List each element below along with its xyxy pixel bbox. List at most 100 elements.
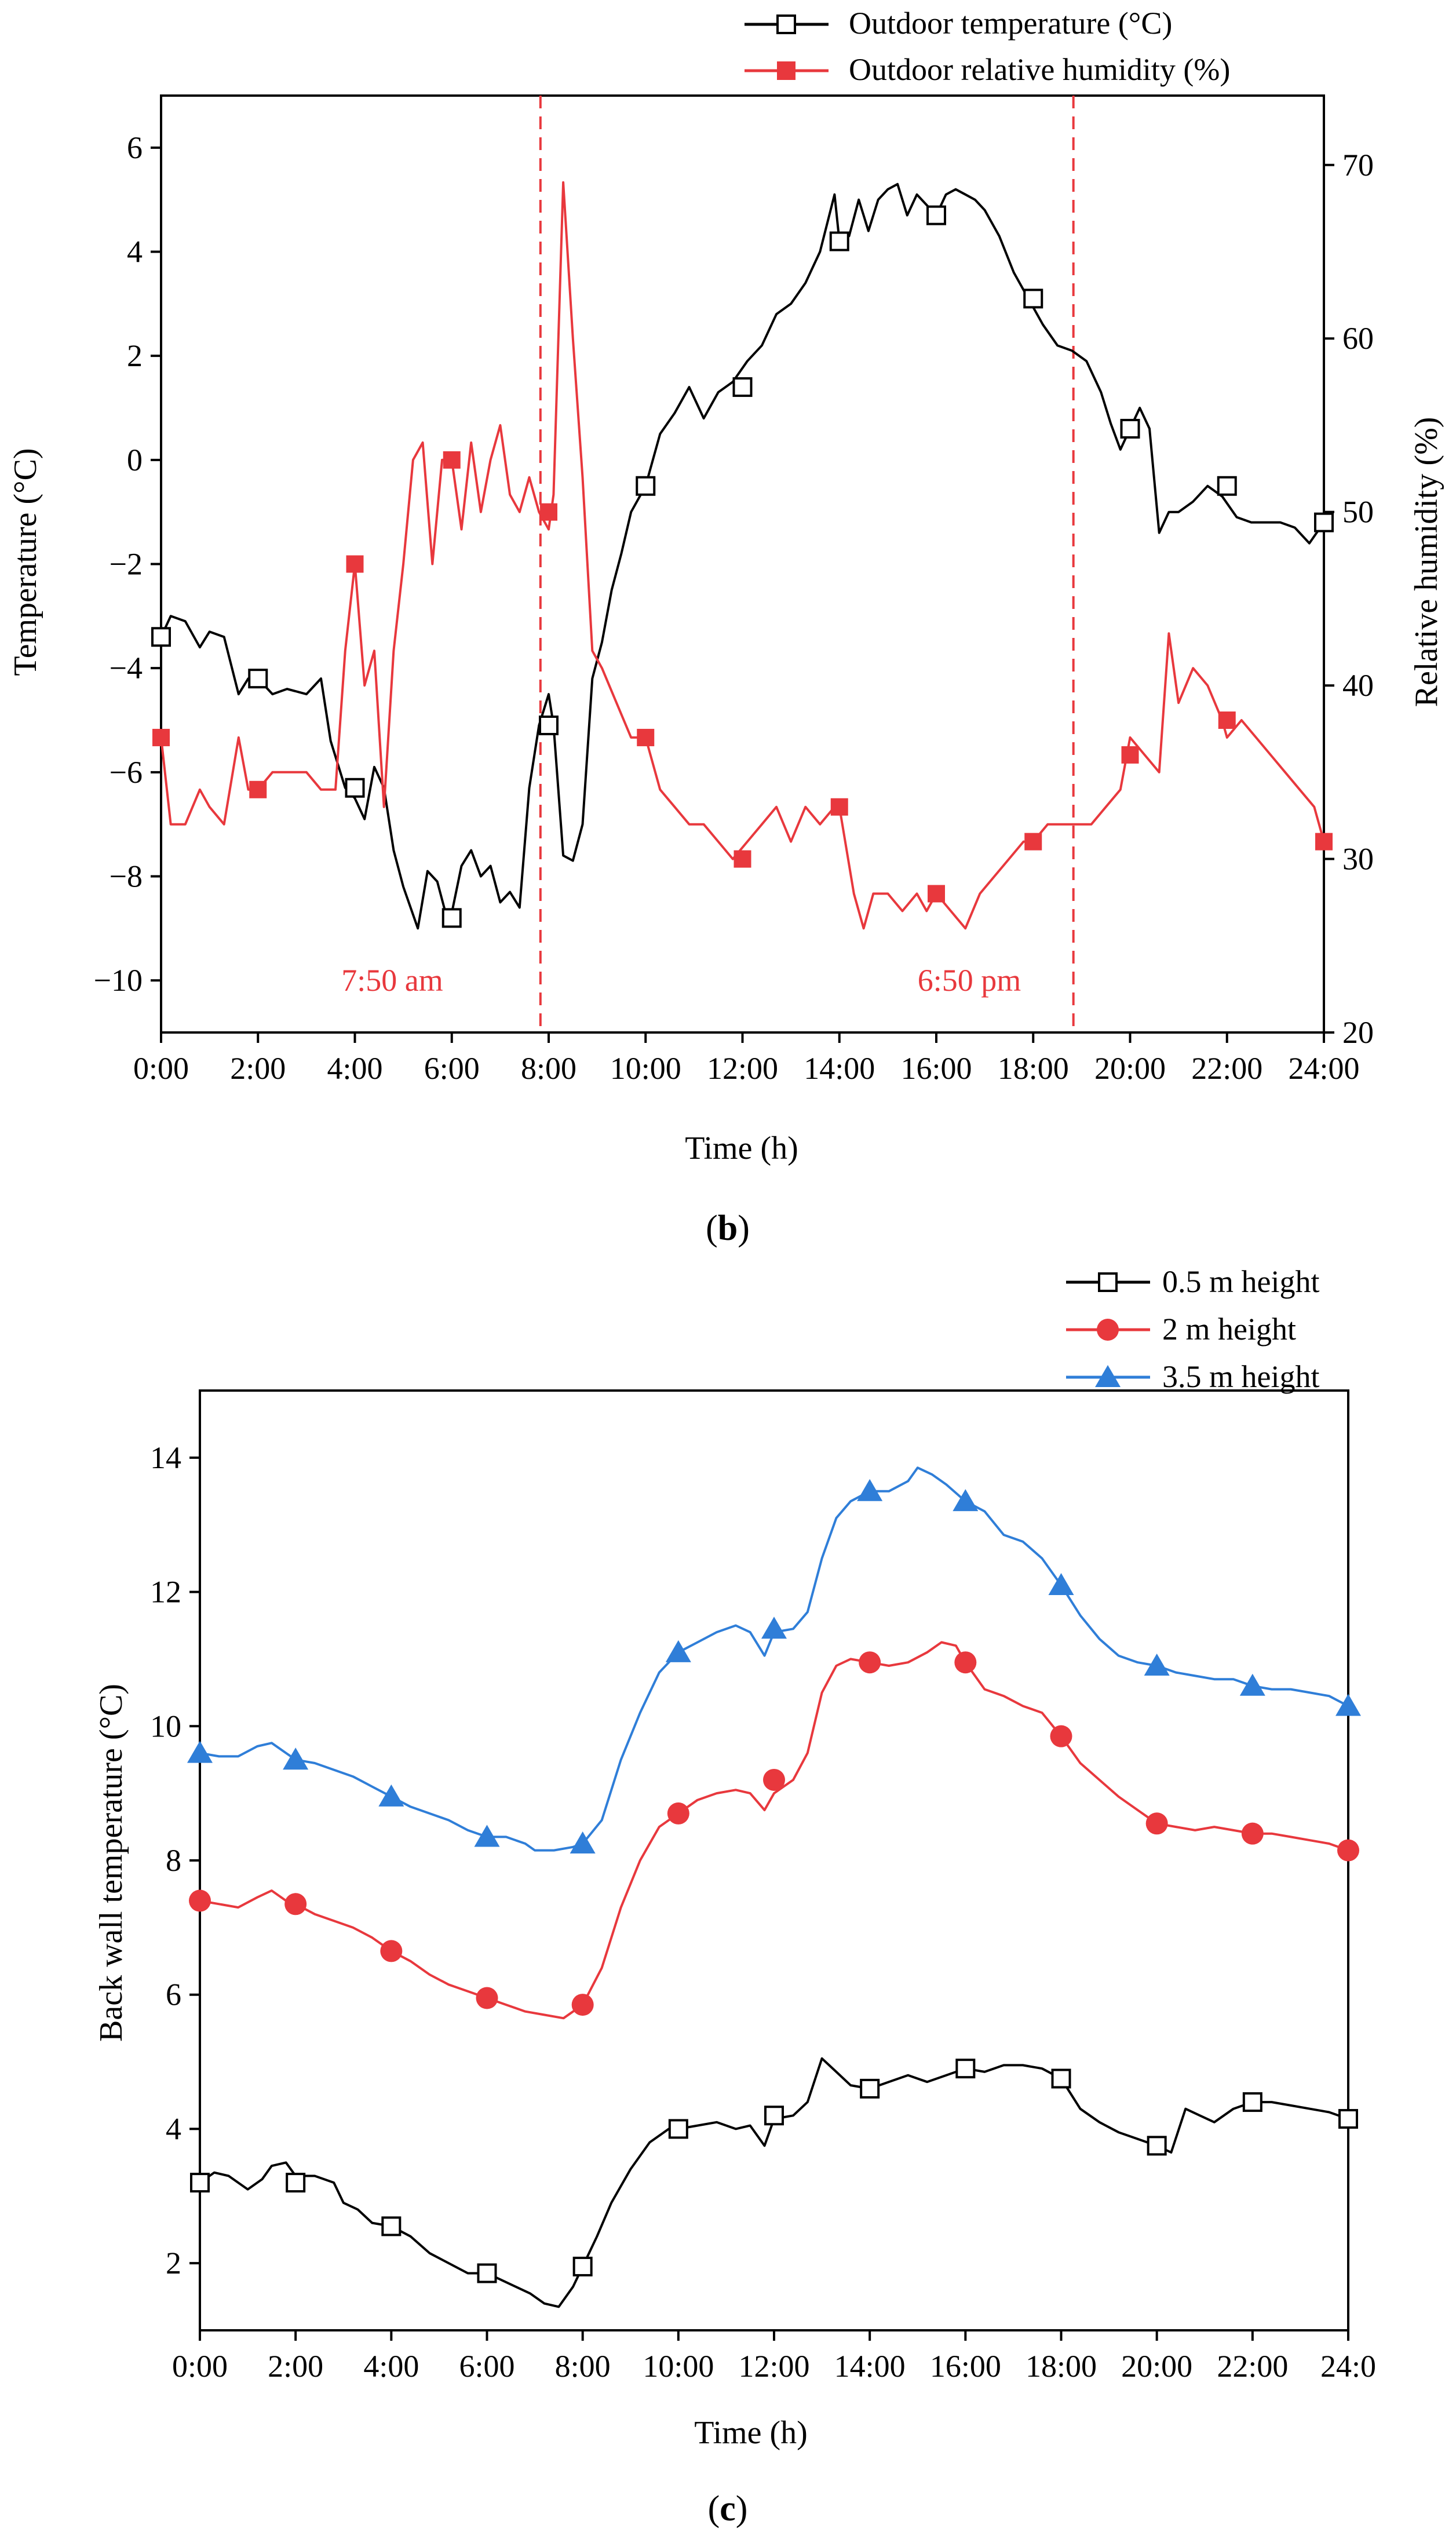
marker-outdoor-relative-humidity-11 <box>1218 711 1236 729</box>
marker-0-5-m-height-9 <box>1051 2068 1071 2089</box>
b-y2-axis: 20 30 40 50 60 70 <box>1324 148 1374 1050</box>
vline-label-evening: 6:50 pm <box>918 963 1021 998</box>
x-tick-label-b-3: 6:00 <box>424 1051 480 1086</box>
x-tick-label-c-4: 8:00 <box>555 2349 611 2384</box>
series-line-2-m-height <box>199 1641 1349 2020</box>
marker-0-5-m-height-4 <box>572 2256 593 2276</box>
legend-b-rh-label: Outdoor relative humidity (%) <box>849 52 1230 87</box>
marker-outdoor-temperature-c-5 <box>636 476 656 496</box>
marker-outdoor-temperature-c-0 <box>151 627 171 647</box>
b-x-axis: 0:00 2:00 4:00 6:00 8:00 10:00 12:00 14:00 16:00… <box>133 1032 1360 1086</box>
marker-2-m-height-8 <box>954 1651 977 1674</box>
marker-3-5-m-height-12 <box>1335 1694 1361 1716</box>
marker-3-5-m-height-9 <box>1048 1572 1074 1595</box>
y-tick-label-b-0: −10 <box>94 963 143 998</box>
legend-c-35m-marker <box>1095 1365 1121 1387</box>
y-tick-label-c-5: 12 <box>150 1575 181 1610</box>
marker-2-m-height-4 <box>571 1994 594 2016</box>
marker-0-5-m-height-1 <box>286 2173 306 2193</box>
marker-outdoor-temperature-c-1 <box>248 669 268 689</box>
y-tick-label-b-8: 6 <box>127 130 143 165</box>
marker-3-5-m-height-1 <box>283 1747 309 1770</box>
x-tick-label-c-6: 12:00 <box>738 2349 809 2384</box>
x-tick-label-c-9: 18:00 <box>1026 2349 1097 2384</box>
marker-outdoor-temperature-c-4 <box>539 715 559 735</box>
x-axis-title-b: Time (h) <box>685 1130 798 1166</box>
legend-c: 0.5 m height 2 m height 3.5 m height <box>1066 1264 1319 1394</box>
marker-2-m-height-3 <box>476 1987 498 2009</box>
marker-0-5-m-height-8 <box>955 2059 976 2079</box>
y-tick-label-c-3: 8 <box>166 1843 181 1878</box>
y-tick-label-b-5: 0 <box>127 443 143 477</box>
series-line-outdoor-relative-humidity <box>160 181 1325 930</box>
marker-outdoor-relative-humidity-4 <box>540 503 557 521</box>
marker-3-5-m-height-7 <box>857 1479 883 1501</box>
y2-tick-label-b-3: 50 <box>1342 495 1374 530</box>
legend-b: Outdoor temperature (°C) Outdoor relativ… <box>745 6 1230 87</box>
x-tick-label-b-0: 0:00 <box>133 1051 189 1086</box>
marker-2-m-height-2 <box>380 1940 403 1962</box>
c-series <box>199 1466 1349 2308</box>
x-tick-label-b-9: 18:00 <box>998 1051 1069 1086</box>
y2-tick-label-b-2: 40 <box>1342 668 1374 703</box>
panel-label-c-letter: c <box>720 2489 736 2528</box>
marker-outdoor-temperature-c-3 <box>441 908 462 928</box>
x-axis-title-c: Time (h) <box>694 2415 808 2451</box>
marker-outdoor-relative-humidity-12 <box>1315 833 1333 851</box>
series-line-0-5-m-height <box>199 2057 1349 2308</box>
y-tick-label-c-1: 4 <box>166 2111 181 2146</box>
plot-frame-b <box>160 94 1325 1034</box>
marker-3-5-m-height-5 <box>665 1640 691 1662</box>
legend-b-temp-label: Outdoor temperature (°C) <box>849 6 1172 41</box>
legend-c-2m-label: 2 m height <box>1162 1312 1296 1347</box>
y-tick-label-b-2: −6 <box>110 755 143 790</box>
marker-outdoor-temperature-c-8 <box>926 205 946 225</box>
marker-outdoor-relative-humidity-5 <box>637 728 655 746</box>
x-tick-label-b-1: 2:00 <box>230 1051 286 1086</box>
x-tick-label-c-7: 14:00 <box>834 2349 906 2384</box>
marker-0-5-m-height-12 <box>1338 2109 1358 2129</box>
y-tick-label-b-7: 4 <box>127 235 143 269</box>
marker-0-5-m-height-3 <box>477 2263 497 2283</box>
y-tick-label-b-6: 2 <box>127 338 143 373</box>
marker-outdoor-relative-humidity-6 <box>734 850 751 868</box>
legend-c-35m-label: 3.5 m height <box>1162 1359 1319 1394</box>
marker-3-5-m-height-3 <box>474 1825 500 1847</box>
x-tick-label-b-6: 12:00 <box>707 1051 778 1086</box>
x-tick-label-b-5: 10:00 <box>610 1051 681 1086</box>
marker-outdoor-relative-humidity-1 <box>249 780 267 798</box>
marker-3-5-m-height-10 <box>1144 1654 1170 1676</box>
marker-outdoor-temperature-c-11 <box>1217 476 1237 496</box>
y-tick-label-b-4: −2 <box>110 547 143 582</box>
legend-c-05m-label: 0.5 m height <box>1162 1264 1319 1299</box>
x-tick-label-b-12: 24:00 <box>1288 1051 1359 1086</box>
x-tick-label-c-12: 24:0 <box>1320 2349 1376 2384</box>
marker-0-5-m-height-5 <box>668 2119 688 2139</box>
marker-outdoor-relative-humidity-8 <box>928 885 945 903</box>
marker-3-5-m-height-8 <box>953 1489 979 1512</box>
marker-2-m-height-5 <box>667 1802 689 1825</box>
y-tick-label-c-2: 6 <box>166 1977 181 2012</box>
legend-c-2m-marker <box>1097 1319 1119 1341</box>
marker-outdoor-relative-humidity-0 <box>152 728 170 746</box>
vline-label-morning: 7:50 am <box>341 963 443 998</box>
marker-outdoor-relative-humidity-9 <box>1024 833 1042 851</box>
marker-2-m-height-7 <box>859 1651 881 1674</box>
marker-0-5-m-height-11 <box>1242 2092 1262 2112</box>
x-tick-label-b-4: 8:00 <box>521 1051 576 1086</box>
x-tick-label-b-8: 16:00 <box>900 1051 972 1086</box>
legend-b-temp-marker <box>776 14 796 34</box>
y2-tick-label-b-5: 70 <box>1342 148 1374 183</box>
y-tick-label-b-3: −4 <box>110 651 143 685</box>
marker-outdoor-temperature-c-12 <box>1314 512 1334 532</box>
y2-axis-title-b: Relative humidity (%) <box>1408 417 1444 707</box>
plot-frame-c <box>199 1389 1349 2331</box>
marker-3-5-m-height-0 <box>187 1740 213 1763</box>
legend-c-05m-marker <box>1098 1272 1118 1292</box>
x-tick-label-c-11: 22:00 <box>1217 2349 1288 2384</box>
marker-2-m-height-6 <box>763 1768 785 1791</box>
panel-label-c: (c) <box>708 2489 748 2528</box>
marker-outdoor-temperature-c-10 <box>1120 418 1140 439</box>
x-tick-label-c-8: 16:00 <box>930 2349 1001 2384</box>
